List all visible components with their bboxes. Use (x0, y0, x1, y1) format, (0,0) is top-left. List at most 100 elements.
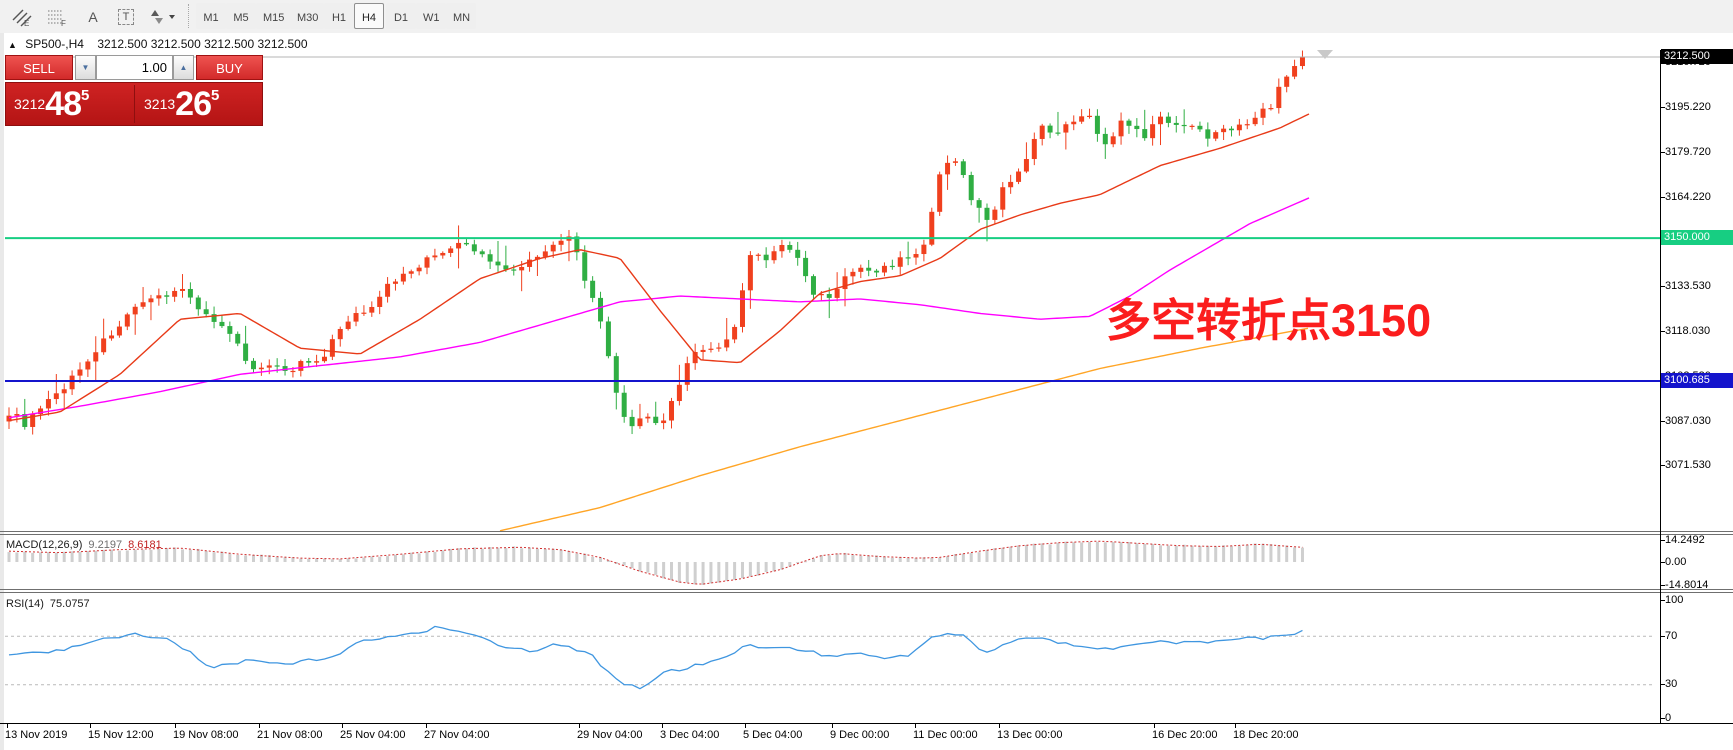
macd-value-2: 8.6181 (128, 539, 162, 551)
splitter-macd-rsi[interactable] (0, 589, 1733, 590)
price-tick-label: 3087.030 (1665, 414, 1711, 427)
price-tick-label: 3133.530 (1665, 279, 1711, 292)
tab-timeframe-m30[interactable]: M30 (290, 3, 324, 29)
macd-axis-label: 0.00 (1665, 556, 1687, 568)
price-tick-label: 3164.220 (1665, 190, 1711, 203)
time-tick-label: 13 Nov 2019 (5, 729, 68, 741)
time-tick-mark (915, 723, 916, 728)
tab-timeframe-h1[interactable]: H1 (324, 3, 354, 29)
rsi-axis-label: 100 (1665, 594, 1684, 606)
sell-price-small: 3212 (14, 96, 46, 112)
one-click-trading-panel: SELL ▼ 1.00 ▲ BUY 3212485 3213265 (5, 55, 263, 126)
time-tick-mark (342, 723, 343, 728)
sell-button[interactable]: SELL (5, 55, 73, 80)
buy-price: 3213265 (144, 85, 219, 127)
tab-timeframe-m1[interactable]: M1 (196, 3, 226, 29)
fibonacci-retracement-icon[interactable]: F (41, 3, 73, 31)
buy-price-sup: 5 (210, 87, 220, 104)
price-tick-mark (1660, 420, 1665, 422)
time-tick-mark (999, 723, 1000, 728)
price-tick-label: 3071.530 (1665, 459, 1711, 472)
time-tick-mark (662, 723, 663, 728)
time-tick-label: 16 Dec 20:00 (1152, 729, 1218, 741)
macd-label: MACD(12,26,9) 9.2197 8.6181 (6, 539, 162, 551)
volume-increase-button[interactable]: ▲ (173, 55, 194, 80)
text-label-icon[interactable]: T (110, 3, 142, 31)
tab-timeframe-mn[interactable]: MN (446, 3, 476, 29)
bid-ask-display: 3212485 3213265 (5, 82, 263, 126)
price-tick-mark (1660, 196, 1665, 198)
time-tick-label: 3 Dec 04:00 (660, 729, 720, 741)
rsi-axis-tick (1660, 600, 1665, 601)
time-tick-label: 11 Dec 00:00 (913, 729, 978, 741)
macd-panel[interactable] (0, 536, 1660, 589)
ohlc-values: 3212.500 3212.500 3212.500 3212.500 (97, 37, 308, 51)
time-tick-label: 15 Nov 12:00 (88, 729, 154, 741)
price-tick-mark (1660, 151, 1665, 153)
arrow-tools-icon[interactable] (143, 3, 183, 31)
rsi-label: RSI(14) 75.0757 (6, 598, 90, 610)
price-tick-label: 3118.030 (1665, 324, 1711, 337)
splitter-main-macd[interactable] (0, 531, 1733, 532)
rsi-axis-tick (1660, 684, 1665, 685)
time-tick-label: 29 Nov 04:00 (577, 729, 643, 741)
time-tick-mark (90, 723, 91, 728)
time-tick-mark (579, 723, 580, 728)
volume-decrease-button[interactable]: ▼ (75, 55, 96, 80)
sell-price-sup: 5 (80, 87, 90, 104)
text-icon[interactable]: A (77, 3, 109, 31)
fibonacci-glyph: F (48, 10, 66, 27)
macd-axis-label: 14.2492 (1665, 534, 1705, 546)
price-level-label: 3150.000 (1661, 230, 1733, 246)
rsi-panel-top-border (0, 592, 1733, 593)
price-tick-mark (1660, 465, 1665, 467)
rsi-panel[interactable] (0, 594, 1660, 723)
time-tick-mark (832, 723, 833, 728)
tab-timeframe-d1[interactable]: D1 (386, 3, 416, 29)
time-tick-label: 9 Dec 00:00 (830, 729, 890, 741)
time-tick-mark (745, 723, 746, 728)
time-tick-mark (1235, 723, 1236, 728)
sell-price: 3212485 (14, 85, 89, 127)
rsi-axis-label: 30 (1665, 678, 1678, 690)
equidistant-channel-icon[interactable]: E (5, 3, 37, 31)
time-axis-line (0, 723, 1733, 724)
rsi-axis-tick (1660, 718, 1665, 719)
rsi-axis-label: 70 (1665, 630, 1678, 642)
time-tick-mark (1154, 723, 1155, 728)
main-chart[interactable] (0, 50, 1660, 531)
text-glyph: A (88, 9, 98, 25)
tab-timeframe-m5[interactable]: M5 (226, 3, 256, 29)
equidistant-channel-glyph: E (12, 9, 32, 27)
chart-window (0, 33, 1733, 750)
chart-shift-marker-icon (1317, 50, 1333, 59)
price-tick-label: 3179.720 (1665, 145, 1711, 158)
collapse-triangle-icon[interactable]: ▲ (8, 40, 17, 50)
tab-timeframe-h4[interactable]: H4 (354, 3, 384, 29)
time-tick-mark (426, 723, 427, 728)
chart-annotation-text: 多空转折点3150 (1106, 295, 1432, 346)
time-tick-label: 5 Dec 04:00 (743, 729, 803, 741)
tab-timeframe-w1[interactable]: W1 (416, 3, 446, 29)
volume-input[interactable]: 1.00 (96, 55, 173, 80)
time-tick-label: 25 Nov 04:00 (340, 729, 406, 741)
time-tick-label: 18 Dec 20:00 (1233, 729, 1299, 741)
sell-price-big: 48 (45, 85, 82, 123)
toolbar: E F A T M1 M5 M15 M30 H1 H4 D1 W1 MN (0, 0, 1733, 34)
time-tick-mark (259, 723, 260, 728)
time-tick-label: 27 Nov 04:00 (424, 729, 490, 741)
tab-timeframe-m15[interactable]: M15 (256, 3, 290, 29)
time-tick-mark (7, 723, 8, 728)
buy-price-big: 26 (175, 85, 212, 123)
price-tick-mark (1660, 330, 1665, 332)
symbol-timeframe: SP500-,H4 (25, 37, 84, 51)
time-tick-label: 19 Nov 08:00 (173, 729, 239, 741)
toolbar-separator (188, 4, 190, 28)
buy-button[interactable]: BUY (196, 55, 263, 80)
price-divider (134, 85, 135, 123)
macd-axis-tick (1660, 562, 1665, 563)
svg-text:E: E (24, 19, 29, 27)
macd-panel-top-border (0, 534, 1733, 535)
macd-axis-tick (1660, 585, 1665, 586)
svg-text:F: F (61, 19, 66, 27)
